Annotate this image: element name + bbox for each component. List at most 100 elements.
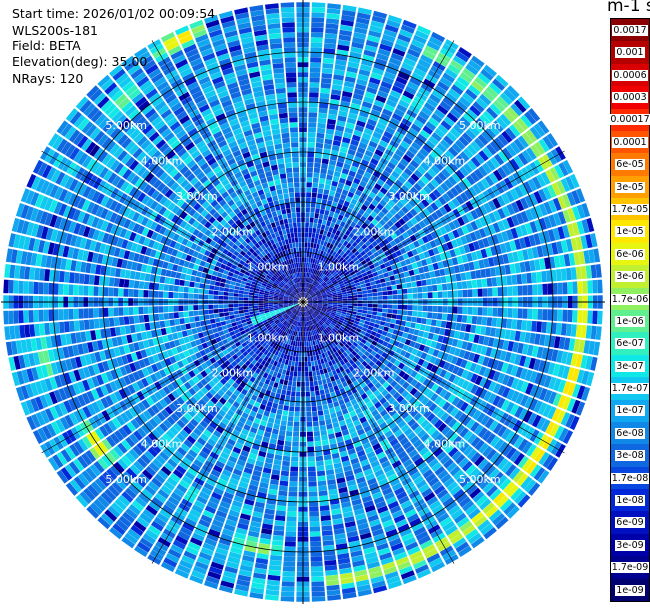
range-gate [177,530,191,541]
range-gate [529,207,539,220]
range-gate [284,343,288,349]
range-gate [343,261,349,267]
range-gate [444,179,454,189]
range-gate [462,177,472,189]
range-gate [307,331,310,337]
range-gate [324,346,329,352]
range-gate [281,358,286,365]
range-gate [413,169,423,179]
range-gate [308,227,313,233]
range-gate [271,386,278,393]
range-gate [526,272,532,284]
range-gate [379,278,386,283]
range-gate [307,288,310,294]
range-gate [320,515,331,522]
range-gate [386,227,394,235]
range-gate [334,130,344,137]
range-gate [345,474,355,482]
range-gate [360,490,371,499]
range-gate [501,461,513,474]
range-gate [394,108,405,118]
ray [306,305,531,508]
range-gate [386,19,401,29]
range-gate [382,487,393,496]
range-gate [402,294,408,299]
range-gate [456,367,465,377]
range-gate [306,192,312,198]
range-gate [312,227,317,234]
range-gate [348,268,354,274]
range-gate [341,311,347,315]
range-gate [371,357,378,364]
range-gate [293,320,297,326]
range-gate [525,461,538,475]
range-gate [313,269,317,275]
range-gate [379,43,393,52]
range-gate [395,38,410,48]
range-gate [366,270,372,275]
range-gate [455,51,470,63]
range-gate [295,396,301,402]
range-gate [298,361,302,367]
range-gate [340,403,347,411]
range-gate [305,217,310,223]
range-gate [268,569,281,576]
range-gate [265,589,280,596]
range-gate [299,346,302,352]
range-gate [371,378,379,386]
range-gate [316,243,320,250]
range-gate [339,24,353,32]
range-gate [223,491,234,500]
range-gate [181,555,195,565]
range-gate [487,337,495,347]
range-gate [383,524,396,533]
range-gate [308,371,313,377]
range-gate [313,253,317,259]
range-gate [474,386,483,397]
range-gate [354,353,361,360]
range-gate [351,363,358,370]
range-gate [370,267,377,273]
range-gate [528,108,541,122]
range-gate [441,313,448,321]
range-gate [410,322,416,329]
range-gate [324,33,338,40]
range-gate [367,561,381,569]
range-gate [289,355,293,361]
range-gate [309,290,313,295]
range-gate [452,55,467,67]
range-gate [304,306,308,311]
range-gate [323,449,331,456]
range-gate [309,376,314,382]
range-gate [492,338,500,348]
range-gate [325,311,331,315]
range-gate [330,321,336,327]
range-gate [364,240,372,247]
range-gate [320,374,326,380]
range-gate [294,366,298,372]
range-gate [353,467,363,475]
range-gate [329,154,338,161]
range-gate [319,208,325,215]
range-gate [256,455,266,463]
range-gate [344,255,350,261]
range-gate [304,311,306,317]
range-gate [351,182,359,189]
range-gate [210,469,221,478]
range-gate [543,375,552,388]
range-gate [534,141,546,155]
range-gate [322,269,328,275]
range-gate [557,282,563,295]
range-gate [446,131,458,142]
range-gate [419,406,428,415]
range-gate [325,333,331,339]
range-gate [342,592,357,600]
range-gate [308,122,317,128]
range-gate [250,426,258,434]
range-gate [311,27,324,33]
range-gate [345,242,352,249]
range-gate [422,450,433,461]
range-gate [276,362,282,368]
range-gate [325,128,335,135]
range-gate [385,417,394,426]
